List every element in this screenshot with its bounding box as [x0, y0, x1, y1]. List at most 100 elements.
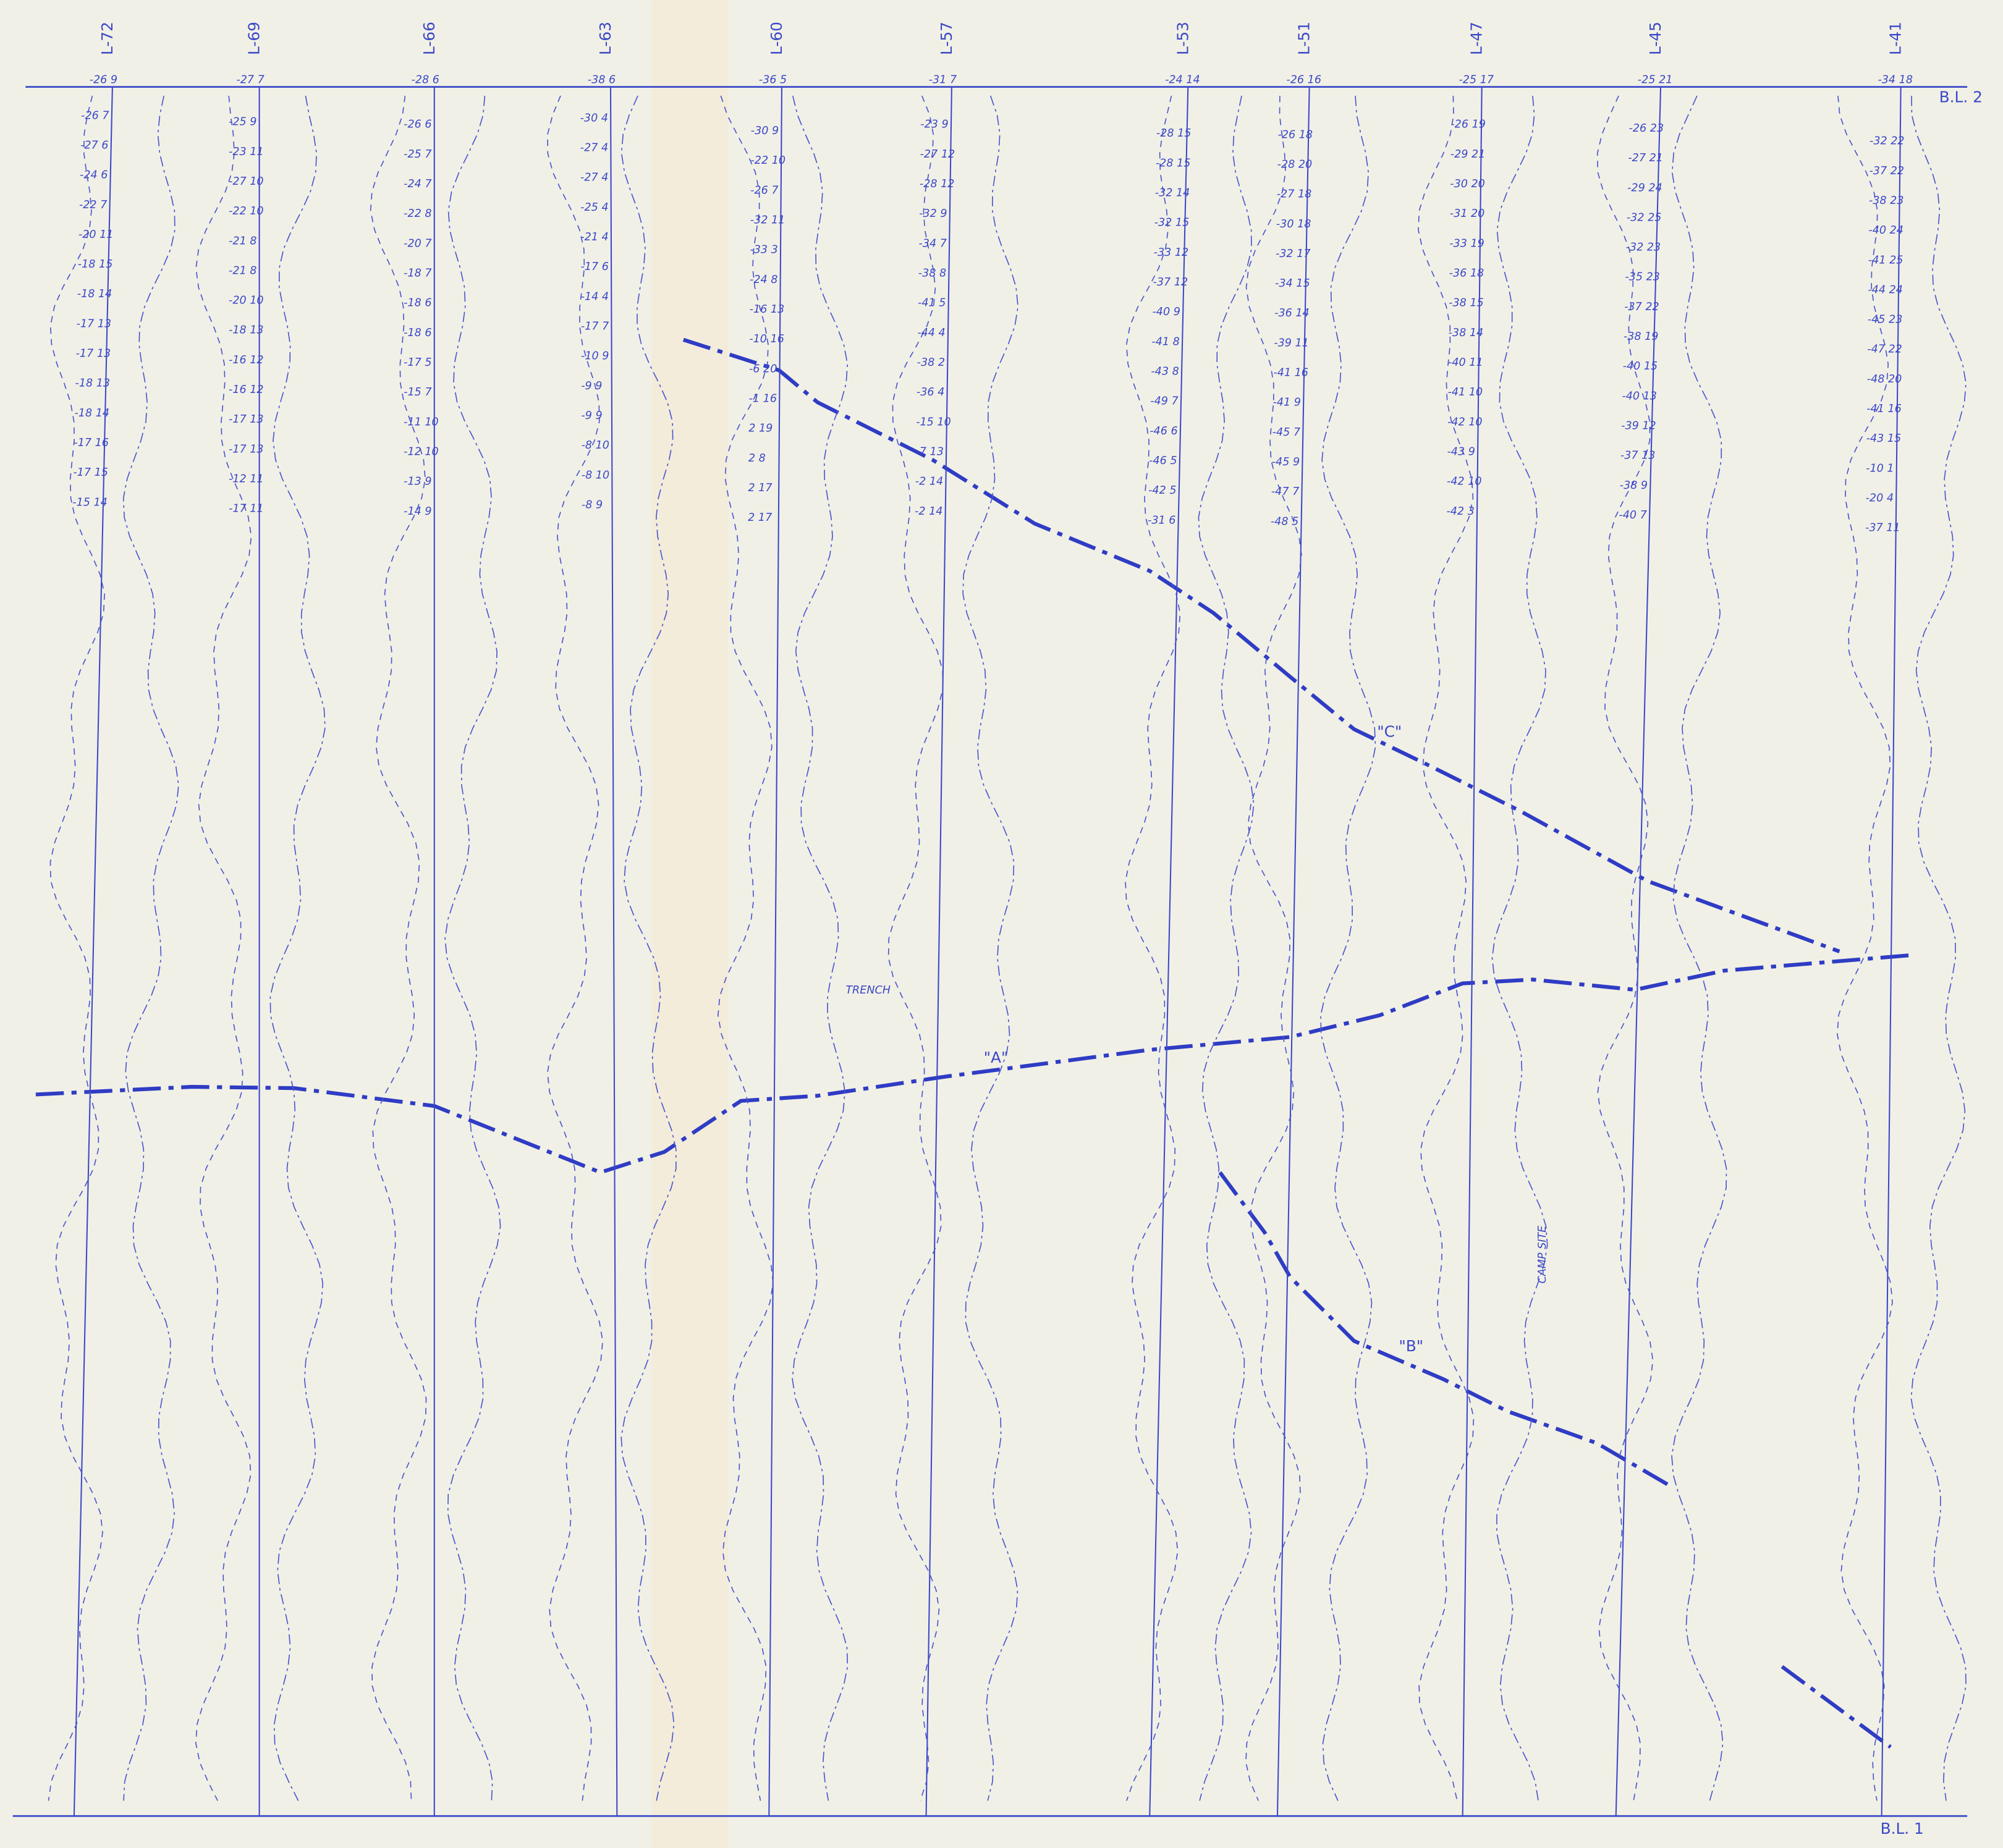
profile-curve	[444, 96, 501, 1801]
station-reading: -15 10	[916, 416, 951, 428]
station-reading: -38 9	[1620, 479, 1648, 492]
baseline-label: B.L. 1	[1881, 1820, 1924, 1837]
station-reading: -1 16	[749, 393, 777, 405]
station-reading: -30 9	[751, 125, 779, 137]
station-reading: -22 10	[229, 205, 264, 217]
line-label: L-69	[245, 22, 263, 55]
station-reading: -21 8	[229, 235, 256, 247]
profile-curve	[1418, 96, 1475, 1801]
station-reading: -42 10	[1447, 416, 1483, 428]
top-reading: -34 18	[1878, 74, 1913, 86]
station-reading: -9 9	[581, 410, 602, 422]
station-reading: -22 8	[404, 208, 431, 220]
profile-curve	[1671, 95, 1727, 1801]
station-reading: -25 4	[580, 201, 608, 214]
survey-line	[609, 86, 618, 1816]
conductor-b	[1218, 1171, 1675, 1490]
station-reading: -12 10	[404, 446, 439, 458]
station-reading: -11 10	[404, 416, 439, 428]
station-reading: -41 25	[1868, 254, 1903, 266]
survey-line	[925, 86, 952, 1816]
station-reading: -10 1	[1866, 462, 1894, 475]
station-reading: -18 6	[404, 327, 431, 339]
annotation: "B"	[1399, 1337, 1423, 1355]
station-reading: -28 12	[920, 178, 955, 190]
station-reading: -44 4	[917, 327, 945, 339]
station-reading: -29 21	[1450, 148, 1486, 161]
station-reading: -46 6	[1150, 425, 1177, 437]
station-reading: -16 12	[229, 354, 264, 366]
station-reading: -37 13	[1620, 450, 1656, 462]
station-reading: -43 9	[1447, 446, 1475, 458]
station-reading: -26 7	[750, 184, 778, 196]
station-reading: -32 15	[1154, 217, 1190, 229]
station-reading: -36 18	[1449, 268, 1484, 280]
station-reading: -15 14	[72, 496, 108, 508]
station-reading: -47 7	[1271, 486, 1299, 498]
station-reading: -37 22	[1624, 301, 1659, 313]
station-reading: -15 7	[404, 386, 431, 399]
station-reading: -17 16	[74, 437, 109, 449]
station-reading: -27 6	[80, 139, 108, 151]
station-reading: -43 8	[1151, 365, 1179, 378]
station-reading: -16 12	[229, 384, 264, 396]
station-reading: -45 23	[1868, 314, 1903, 326]
station-reading: -42 3	[1446, 505, 1474, 518]
station-reading: -40 15	[1623, 360, 1658, 373]
station-reading: -42 5	[1148, 484, 1176, 497]
survey-line	[1276, 86, 1310, 1816]
station-reading: -37 12	[1153, 276, 1188, 289]
station-reading: -2 14	[915, 505, 942, 518]
top-reading: -26 16	[1286, 74, 1321, 86]
station-reading: -45 9	[1272, 456, 1300, 468]
station-reading: -26 7	[81, 109, 109, 122]
line-label: L-72	[98, 22, 116, 55]
station-reading: -37 22	[1869, 165, 1904, 177]
station-reading: -27 18	[1277, 188, 1312, 201]
station-reading: -27 4	[580, 172, 608, 184]
station-reading: -41 16	[1273, 367, 1308, 379]
conductor-c	[682, 337, 1840, 953]
top-reading: -25 21	[1638, 74, 1673, 86]
station-reading: -32 25	[1627, 211, 1662, 224]
station-reading: -32 17	[1276, 248, 1311, 260]
station-reading: -41 10	[1448, 386, 1483, 399]
station-reading: -20 11	[78, 229, 114, 241]
conductor-end	[1781, 1664, 1892, 1749]
station-reading: -17 13	[229, 413, 264, 426]
profile-curve	[792, 95, 849, 1801]
station-reading: -45 7	[1273, 426, 1300, 439]
station-reading: -9 9	[581, 380, 602, 392]
profile-curve	[1837, 95, 1893, 1801]
profile-curve	[122, 95, 179, 1801]
station-reading: -24 8	[750, 274, 777, 286]
station-reading: -20 10	[229, 295, 264, 307]
station-reading: -18 14	[77, 288, 112, 300]
station-reading: -22 7	[79, 199, 107, 211]
station-reading: -38 14	[1449, 327, 1484, 339]
station-reading: -34 15	[1275, 277, 1310, 290]
station-reading: -17 5	[404, 357, 431, 369]
station-reading: -48 5	[1271, 515, 1298, 528]
station-reading: -49 7	[1150, 395, 1178, 408]
station-reading: -24 7	[404, 178, 431, 190]
station-reading: -41 16	[1866, 403, 1902, 415]
profile-curve	[195, 95, 252, 1801]
line-label: L-53	[1174, 22, 1192, 55]
station-reading: -18 13	[75, 378, 111, 390]
station-reading: -27 12	[920, 148, 955, 161]
station-reading: -31 20	[1450, 208, 1485, 220]
survey-line	[1615, 86, 1662, 1816]
station-reading: -20 4	[1866, 492, 1894, 505]
station-reading: -38 2	[917, 357, 945, 369]
station-reading: -25 9	[229, 116, 256, 129]
station-reading: -22 10	[750, 154, 786, 167]
top-reading: -26 9	[90, 74, 117, 86]
station-reading: -38 23	[1869, 195, 1904, 207]
station-reading: -39 11	[1274, 337, 1309, 349]
station-reading: -42 10	[1447, 476, 1482, 488]
line-label: L-63	[596, 22, 614, 55]
station-reading: -18 14	[74, 407, 109, 420]
profile-curve	[962, 95, 1018, 1801]
profile-curve	[269, 95, 326, 1801]
